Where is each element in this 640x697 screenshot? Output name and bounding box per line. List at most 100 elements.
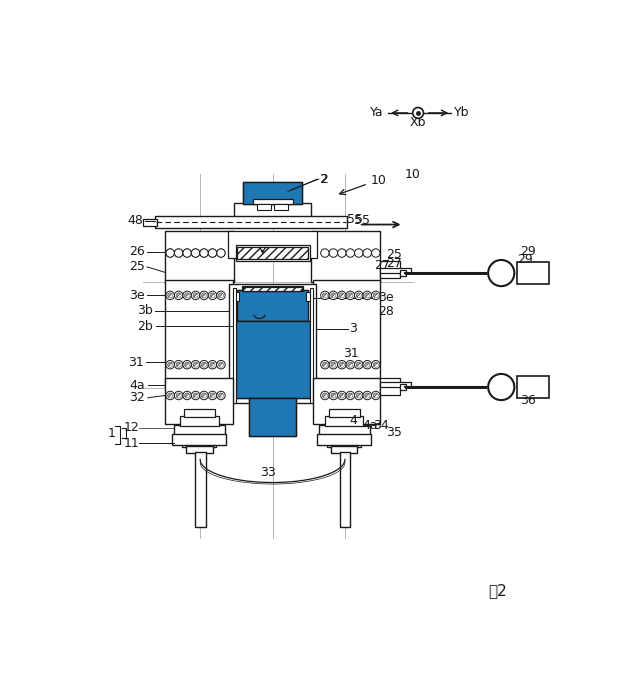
- Circle shape: [208, 360, 217, 369]
- Circle shape: [346, 391, 355, 399]
- Wedge shape: [365, 363, 370, 367]
- Bar: [186, 445, 212, 453]
- Circle shape: [321, 391, 329, 399]
- Circle shape: [371, 291, 380, 300]
- Wedge shape: [176, 293, 180, 297]
- Text: 25: 25: [129, 261, 145, 273]
- Wedge shape: [340, 363, 344, 367]
- Bar: [312, 378, 380, 424]
- Wedge shape: [202, 293, 207, 298]
- Circle shape: [371, 249, 380, 257]
- Circle shape: [200, 291, 208, 300]
- Bar: [327, 436, 361, 447]
- Circle shape: [191, 249, 200, 257]
- Bar: [236, 245, 310, 261]
- Wedge shape: [365, 394, 370, 398]
- Wedge shape: [219, 363, 223, 367]
- Circle shape: [413, 107, 424, 118]
- Wedge shape: [218, 393, 223, 397]
- Bar: [380, 378, 399, 395]
- Wedge shape: [332, 293, 336, 298]
- Bar: [307, 291, 312, 301]
- Circle shape: [217, 391, 225, 399]
- Text: 2b: 2b: [137, 320, 153, 332]
- Circle shape: [355, 291, 363, 300]
- Circle shape: [355, 360, 363, 369]
- Wedge shape: [356, 293, 360, 297]
- Text: 33: 33: [260, 466, 276, 479]
- Bar: [195, 452, 205, 527]
- Text: 34: 34: [372, 419, 388, 432]
- Text: 48: 48: [128, 214, 143, 227]
- Wedge shape: [356, 362, 360, 367]
- Circle shape: [217, 249, 225, 257]
- Text: 図2: 図2: [488, 583, 507, 598]
- Wedge shape: [365, 293, 369, 297]
- Wedge shape: [202, 293, 206, 297]
- Text: 10: 10: [371, 174, 386, 187]
- Bar: [380, 383, 411, 387]
- Bar: [399, 384, 406, 390]
- Wedge shape: [219, 394, 223, 398]
- Text: 55: 55: [348, 213, 364, 227]
- Text: 27: 27: [374, 259, 390, 272]
- Bar: [243, 182, 302, 204]
- Wedge shape: [331, 293, 335, 297]
- Wedge shape: [194, 394, 198, 398]
- Circle shape: [363, 360, 371, 369]
- Wedge shape: [202, 393, 206, 397]
- Text: 3e: 3e: [129, 289, 145, 302]
- Text: 3: 3: [349, 322, 357, 335]
- Wedge shape: [349, 293, 353, 298]
- Wedge shape: [365, 393, 369, 397]
- Wedge shape: [184, 293, 189, 297]
- Circle shape: [166, 391, 174, 399]
- Circle shape: [183, 249, 191, 257]
- Bar: [317, 434, 371, 445]
- Circle shape: [346, 249, 355, 257]
- Circle shape: [363, 291, 371, 300]
- Wedge shape: [218, 362, 223, 367]
- Wedge shape: [219, 293, 223, 298]
- Bar: [182, 436, 216, 447]
- Bar: [274, 204, 288, 210]
- Circle shape: [208, 391, 217, 399]
- Circle shape: [329, 360, 338, 369]
- Bar: [319, 424, 369, 437]
- Wedge shape: [210, 293, 214, 297]
- Wedge shape: [348, 393, 352, 397]
- Bar: [325, 416, 364, 426]
- Circle shape: [174, 360, 183, 369]
- Wedge shape: [168, 293, 173, 298]
- Bar: [243, 287, 302, 291]
- Wedge shape: [210, 393, 214, 397]
- Text: 36: 36: [520, 395, 536, 407]
- Bar: [329, 408, 360, 417]
- Text: 25: 25: [387, 248, 403, 261]
- Wedge shape: [340, 394, 344, 398]
- Text: 27: 27: [387, 257, 403, 270]
- Wedge shape: [340, 293, 344, 298]
- Circle shape: [329, 391, 338, 399]
- Wedge shape: [193, 362, 197, 367]
- Circle shape: [166, 249, 174, 257]
- Circle shape: [363, 249, 371, 257]
- Wedge shape: [323, 293, 326, 297]
- Wedge shape: [373, 293, 378, 297]
- Wedge shape: [186, 293, 189, 298]
- Wedge shape: [332, 363, 336, 367]
- Wedge shape: [323, 293, 328, 298]
- Text: 2: 2: [319, 173, 326, 185]
- Wedge shape: [176, 393, 180, 397]
- Bar: [257, 204, 271, 210]
- Circle shape: [174, 291, 183, 300]
- Circle shape: [208, 249, 217, 257]
- Bar: [236, 321, 310, 398]
- Wedge shape: [374, 293, 378, 298]
- Bar: [237, 290, 308, 321]
- Wedge shape: [177, 363, 181, 367]
- Circle shape: [174, 391, 183, 399]
- Wedge shape: [194, 293, 198, 298]
- Bar: [172, 434, 227, 445]
- Wedge shape: [177, 293, 181, 298]
